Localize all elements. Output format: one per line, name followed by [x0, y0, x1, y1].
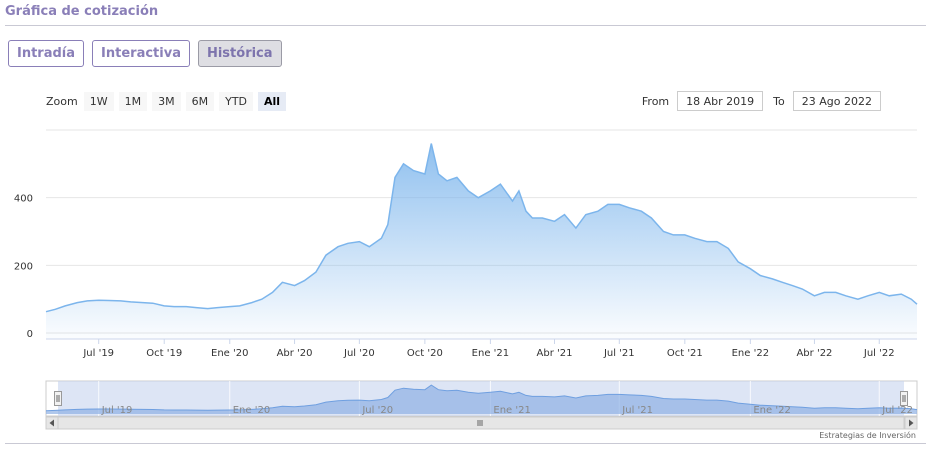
zoom-button-3m[interactable]: 3M — [152, 92, 181, 111]
x-tick-label: Abr '21 — [537, 348, 573, 359]
navigator-handle-left[interactable] — [54, 391, 62, 406]
scrollbar-grip-icon — [477, 420, 483, 426]
header-divider — [5, 25, 926, 26]
zoom-selector: Zoom 1W 1M 3M 6M YTD All — [46, 92, 291, 111]
tab-historical[interactable]: Histórica — [197, 40, 282, 67]
navigator-tick-label: Ene '21 — [493, 405, 530, 416]
to-label: To — [773, 94, 785, 108]
x-tick-label: Abr '20 — [277, 348, 313, 359]
navigator-tick-label: Jul '21 — [621, 405, 653, 416]
page-title: Gráfica de cotización — [5, 4, 159, 19]
x-tick-label: Oct '20 — [407, 348, 443, 359]
chart-credit: Estrategias de Inversión — [819, 431, 916, 440]
navigator-tick-label: Jul '19 — [101, 405, 133, 416]
scrollbar-right-arrow[interactable] — [904, 416, 918, 430]
tab-intraday[interactable]: Intradía — [8, 40, 85, 67]
navigator-area — [46, 385, 917, 414]
scrollbar-thumb[interactable] — [57, 416, 905, 430]
zoom-button-1w[interactable]: 1W — [83, 92, 114, 111]
scrollbar-left-arrow[interactable] — [45, 416, 59, 430]
navigator-line — [45, 384, 918, 412]
y-tick-label: 0 — [27, 329, 33, 340]
navigator-tick-label: Jul '22 — [881, 405, 913, 416]
to-date-input[interactable]: 23 Ago 2022 — [792, 91, 881, 111]
x-tick-label: Jul '20 — [343, 348, 375, 359]
navigator-tick-label: Jul '20 — [361, 405, 393, 416]
chart-type-tabs: Intradía Interactiva Histórica — [8, 40, 282, 67]
price-area — [46, 143, 917, 339]
navigator-handle-right[interactable] — [900, 391, 908, 406]
x-tick-label: Ene '22 — [732, 348, 769, 359]
x-tick-label: Oct '19 — [146, 348, 182, 359]
tab-interactive[interactable]: Interactiva — [92, 40, 190, 67]
y-tick-label: 200 — [14, 261, 33, 272]
x-tick-label: Ene '21 — [472, 348, 509, 359]
date-range-selector: From 18 Abr 2019 To 23 Ago 2022 — [642, 91, 881, 111]
navigator-tick-label: Ene '22 — [753, 405, 790, 416]
zoom-button-all[interactable]: All — [258, 92, 287, 111]
y-tick-label: 400 — [14, 194, 33, 205]
x-tick-label: Jul '19 — [82, 348, 114, 359]
x-tick-label: Ene '20 — [211, 348, 248, 359]
from-date-input[interactable]: 18 Abr 2019 — [677, 91, 764, 111]
navigator-tick-label: Ene '20 — [233, 405, 270, 416]
zoom-button-1m[interactable]: 1M — [118, 92, 148, 111]
x-tick-label: Jul '21 — [603, 348, 635, 359]
x-tick-label: Jul '22 — [863, 348, 895, 359]
zoom-button-ytd[interactable]: YTD — [219, 92, 254, 111]
zoom-label: Zoom — [46, 95, 78, 108]
x-tick-label: Abr '22 — [796, 348, 832, 359]
price-line — [45, 143, 918, 313]
x-tick-label: Oct '21 — [667, 348, 703, 359]
zoom-button-6m[interactable]: 6M — [185, 92, 215, 111]
from-label: From — [641, 94, 670, 108]
footer-divider — [5, 443, 926, 444]
